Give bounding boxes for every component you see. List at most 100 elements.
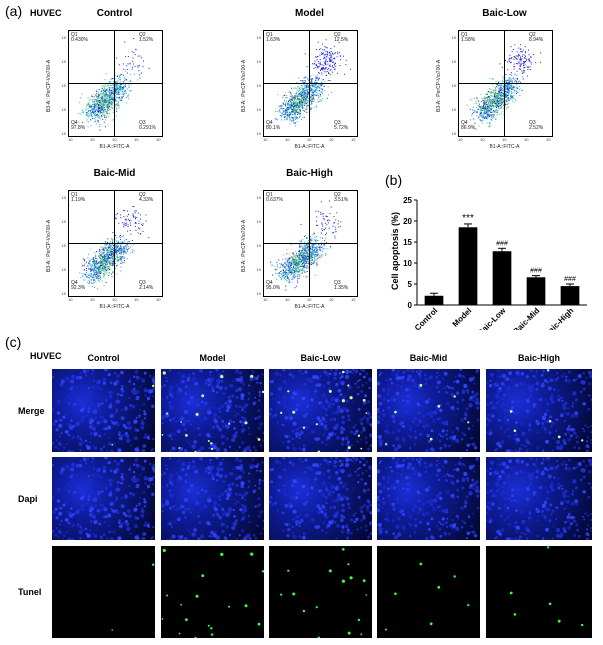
gate-vertical-line — [114, 191, 115, 296]
flow-plot: Q1 0.637% Q2 3.51% Q4 95.0% Q3 1.35% — [263, 190, 358, 297]
quadrant-percent: 4.33% — [139, 197, 154, 203]
flow-x-tick: 10 — [263, 137, 268, 142]
quadrant-percent: 12.5% — [334, 37, 349, 43]
flow-y-tick: 10 — [61, 59, 66, 64]
flow-y-tick: 10 — [451, 107, 456, 112]
quadrant-name: Q2 — [334, 32, 341, 38]
quadrant-percent: 1.35% — [334, 285, 349, 291]
row-label: Merge — [18, 405, 45, 416]
column-header: Baic-High — [517, 353, 560, 363]
quadrant-q4-label: Q4 95.0% — [266, 281, 280, 291]
quadrant-name: Q1 — [71, 32, 78, 38]
gate-vertical-line — [504, 31, 505, 136]
significance-label: ### — [564, 276, 576, 283]
quadrant-name: Q3 — [334, 120, 341, 126]
flow-plot-title: Baic-High — [286, 168, 333, 179]
column-header: Baic-Mid — [409, 353, 448, 363]
flow-y-tick: 10 — [256, 195, 261, 200]
quadrant-q1-label: Q1 1.63% — [266, 33, 280, 43]
significance-label: *** — [462, 213, 474, 224]
flow-y-tick: 10 — [61, 83, 66, 88]
flow-y-tick: 10 — [451, 83, 456, 88]
quadrant-percent: 92.3% — [71, 285, 86, 291]
y-tick-label: 25 — [403, 196, 412, 205]
quadrant-name: Q4 — [266, 120, 273, 126]
quadrant-q3-label: Q3 2.52% — [529, 121, 543, 131]
quadrant-percent: 5.72% — [334, 125, 349, 131]
flow-x-tick: 10 — [351, 137, 356, 142]
flow-y-tick: 10 — [256, 83, 261, 88]
flow-x-tick: 10 — [263, 297, 268, 302]
flow-y-axis-label: B3-A:: PerCP-Vio700-A — [241, 219, 247, 272]
microscopy-image — [52, 457, 155, 540]
flow-y-tick: 10 — [451, 59, 456, 64]
quadrant-percent: 1.19% — [71, 197, 86, 203]
quadrant-percent: 1.58% — [461, 37, 476, 43]
quadrant-name: Q2 — [139, 32, 146, 38]
quadrant-percent: 0.291% — [139, 125, 156, 131]
bar — [526, 277, 546, 305]
flow-scatter — [466, 44, 542, 130]
y-tick-label: 20 — [403, 217, 412, 226]
gate-horizontal-line — [459, 83, 552, 84]
quadrant-q3-label: Q3 0.291% — [139, 121, 156, 131]
quadrant-percent: 97.8% — [71, 125, 86, 131]
flow-y-tick: 10 — [256, 219, 261, 224]
microscopy-image — [269, 457, 372, 540]
quadrant-name: Q3 — [529, 120, 536, 126]
flow-y-tick: 10 — [256, 267, 261, 272]
quadrant-name: Q3 — [139, 120, 146, 126]
flow-x-tick: 10 — [90, 297, 95, 302]
quadrant-q1-label: Q1 0.637% — [266, 193, 283, 203]
gate-horizontal-line — [264, 83, 357, 84]
quadrant-percent: 80.1% — [266, 125, 281, 131]
flow-y-tick: 10 — [256, 131, 261, 136]
flow-plot-title: Baic-Low — [482, 8, 527, 19]
x-tick-label: Baic-Low — [476, 306, 508, 330]
microscopy-image — [269, 546, 372, 638]
quadrant-q4-label: Q4 80.1% — [266, 121, 280, 131]
quadrant-name: Q4 — [461, 120, 468, 126]
flow-x-tick: 10 — [68, 297, 73, 302]
flow-x-tick: 10 — [546, 137, 551, 142]
flow-y-tick: 10 — [61, 131, 66, 136]
microscopy-image — [486, 546, 592, 638]
flow-plot-title: Baic-Mid — [93, 168, 136, 179]
y-tick-label: 0 — [408, 301, 413, 310]
x-tick-label: Baic-Mid — [511, 306, 541, 330]
x-tick-label: Model — [451, 306, 474, 329]
flow-x-tick: 10 — [502, 137, 507, 142]
gate-horizontal-line — [69, 83, 162, 84]
bar — [424, 295, 444, 305]
flow-y-axis-label: B3-A:: PerCP-Vio700-A — [436, 59, 442, 112]
flow-y-tick: 10 — [61, 243, 66, 248]
flow-y-tick: 10 — [256, 243, 261, 248]
flow-x-tick: 10 — [156, 137, 161, 142]
flow-plot: Q1 1.63% Q2 12.5% Q4 80.1% Q3 5.72% — [263, 30, 358, 137]
flow-x-tick: 10 — [285, 137, 290, 142]
quadrant-name: Q1 — [71, 192, 78, 198]
flow-x-tick: 10 — [329, 137, 334, 142]
flow-plot-title: Model — [295, 8, 324, 19]
flow-scatter — [270, 200, 342, 291]
quadrant-q3-label: Q3 2.14% — [139, 281, 153, 291]
microscopy-image — [377, 457, 480, 540]
flow-x-axis-label: B1-A::FITC-A — [99, 144, 130, 150]
flow-x-tick: 10 — [307, 137, 312, 142]
microscopy-image — [161, 369, 264, 452]
quadrant-q2-label: Q2 12.5% — [334, 33, 348, 43]
flow-x-tick: 10 — [134, 137, 139, 142]
flow-x-axis-label: B1-A::FITC-A — [489, 144, 520, 150]
flow-plot: Q1 0.430% Q2 1.52% Q4 97.8% Q3 0.291% — [68, 30, 163, 137]
flow-scatter — [78, 38, 150, 131]
quadrant-name: Q4 — [71, 280, 78, 286]
flow-plot-title: Control — [96, 8, 133, 19]
microscopy-image — [486, 369, 592, 452]
panel-c-cell-label: HUVEC — [30, 351, 62, 361]
flow-y-tick: 10 — [451, 131, 456, 136]
bar — [458, 227, 478, 305]
flow-y-axis-label: B3-A:: PerCP-Vio700-A — [241, 59, 247, 112]
microscopy-image — [52, 369, 155, 452]
column-header: Control — [87, 353, 120, 363]
flow-y-tick: 10 — [256, 107, 261, 112]
